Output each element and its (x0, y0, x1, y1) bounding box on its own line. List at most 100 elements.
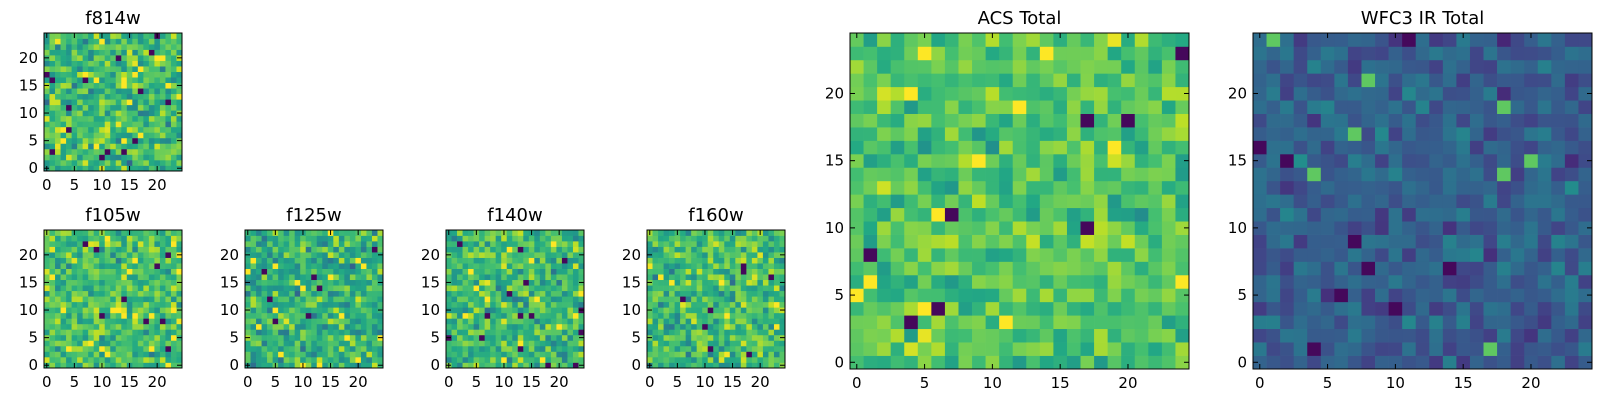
heatmap-cell (1415, 274, 1430, 289)
heatmap-cell (121, 165, 128, 172)
heatmap-cell (355, 312, 362, 319)
heatmap-cell (680, 235, 686, 242)
heatmap-cell (1402, 167, 1417, 182)
heatmap-cell (115, 88, 122, 95)
heatmap-cell (931, 194, 946, 209)
heatmap-cell (740, 241, 747, 247)
heatmap-cell (1415, 73, 1430, 88)
heatmap-cell (863, 355, 878, 370)
heatmap-cell (1175, 194, 1190, 209)
heatmap-cell (917, 301, 932, 316)
heatmap-cell (261, 263, 268, 269)
heatmap-cell (578, 290, 585, 297)
heatmap-cell (751, 241, 758, 247)
heatmap-cell (707, 274, 714, 281)
heatmap-cell (115, 312, 122, 319)
heatmap-cell (751, 296, 758, 303)
heatmap-cell (707, 268, 714, 275)
heatmap-cell (55, 345, 61, 352)
heatmap-cell (669, 301, 675, 308)
heatmap-cell (451, 257, 458, 264)
heatmap-cell (283, 268, 290, 275)
heatmap-cell (1497, 301, 1511, 316)
heatmap-cell (479, 241, 485, 247)
heatmap-cell (468, 252, 474, 258)
heatmap-cell (115, 154, 122, 161)
heatmap-cell (366, 241, 373, 247)
heatmap-cell (1148, 301, 1163, 316)
heatmap-cell (1469, 315, 1484, 330)
heatmap-cell (663, 285, 670, 292)
heatmap-cell (143, 115, 150, 122)
heatmap-cell (165, 143, 172, 150)
heatmap-cell (863, 194, 878, 209)
heatmap-cell (132, 230, 139, 236)
heatmap-cell (680, 246, 686, 253)
heatmap-cell (115, 126, 122, 133)
heatmap-cell (366, 334, 373, 341)
heatmap-cell (707, 279, 714, 286)
heatmap-cell (355, 246, 362, 253)
heatmap-cell (137, 38, 144, 45)
heatmap-cell (451, 285, 458, 292)
heatmap-cell (110, 38, 117, 45)
heatmap-cell (773, 356, 780, 363)
axes-frame (244, 229, 384, 369)
heatmap-cell (572, 323, 579, 330)
heatmap-cell (762, 257, 769, 264)
heatmap-cell (713, 285, 720, 292)
heatmap-cell (132, 60, 139, 67)
heatmap-cell (60, 246, 67, 253)
heatmap-cell (691, 263, 698, 269)
heatmap-cell (713, 246, 720, 253)
heatmap-cell (104, 318, 111, 325)
heatmap-cell (327, 246, 334, 253)
heatmap-cell (44, 257, 50, 264)
heatmap-cell (523, 334, 530, 341)
heatmap-cell (261, 268, 268, 275)
heatmap-cell (999, 180, 1014, 195)
heatmap-cell (300, 301, 307, 308)
heatmap-cell (1066, 234, 1081, 249)
heatmap-cell (746, 296, 753, 303)
heatmap-cell (55, 71, 61, 78)
y-tick-label: 5 (28, 329, 38, 347)
heatmap-cell (1293, 248, 1308, 262)
heatmap-cell (283, 263, 290, 269)
heatmap-cell (272, 329, 279, 336)
heatmap-cell (1253, 315, 1267, 330)
heatmap-cell (1551, 153, 1566, 168)
heatmap-cell (126, 263, 133, 269)
heatmap-cell (49, 88, 56, 95)
heatmap-cell (132, 246, 139, 253)
heatmap-cell (154, 301, 161, 308)
heatmap-cell (561, 323, 568, 330)
heatmap-cell (495, 301, 502, 308)
heatmap-cell (93, 154, 100, 161)
heatmap-cell (740, 307, 747, 314)
heatmap-cell (972, 33, 986, 47)
heatmap-cell (578, 241, 585, 247)
heatmap-cell (740, 312, 747, 319)
heatmap-cell (647, 268, 653, 275)
heatmap-cell (1266, 180, 1281, 195)
heatmap-cell (49, 334, 56, 341)
heatmap-cell (1375, 274, 1389, 289)
heatmap-cell (904, 180, 919, 195)
heatmap-cell (658, 235, 664, 242)
heatmap-cell (165, 71, 172, 78)
heatmap-cell (60, 263, 67, 269)
heatmap-cell (490, 334, 497, 341)
heatmap-cell (137, 44, 144, 50)
heatmap-cell (1253, 355, 1267, 370)
heatmap-cell (674, 241, 681, 247)
heatmap-cell (1483, 127, 1498, 141)
heatmap-cell (1402, 180, 1417, 195)
heatmap-cell (680, 301, 686, 308)
heatmap-cell (60, 345, 67, 352)
heatmap-cell (1053, 355, 1068, 370)
heatmap-cell (517, 279, 524, 286)
heatmap-cell (1483, 100, 1498, 114)
heatmap-cell (338, 274, 345, 281)
heatmap-cell (77, 143, 83, 150)
